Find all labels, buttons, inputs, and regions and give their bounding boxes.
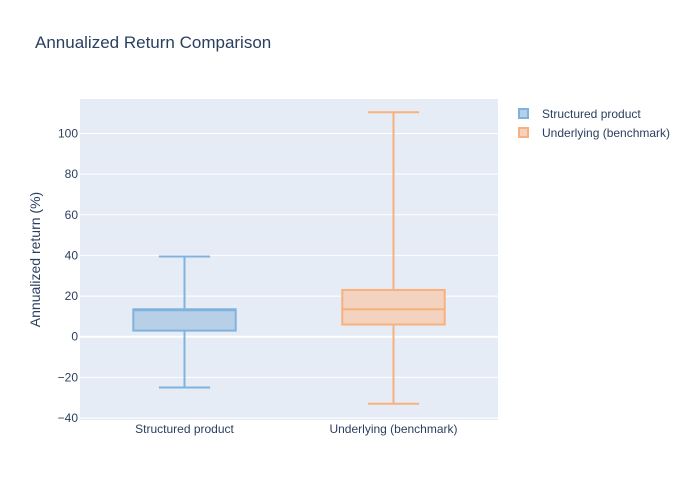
- legend-item-structured-product[interactable]: Structured product: [518, 104, 670, 123]
- legend: Structured product Underlying (benchmark…: [518, 104, 670, 142]
- y-axis-label: Annualized return (%): [27, 192, 43, 327]
- y-tick-label: 100: [58, 127, 78, 141]
- legend-swatch-underlying: [518, 127, 529, 138]
- legend-swatch-structured-product: [518, 108, 529, 119]
- legend-label-structured-product: Structured product: [542, 106, 641, 121]
- x-tick-labels: Structured product Underlying (benchmark): [135, 422, 457, 436]
- iqr-box: [132, 308, 237, 332]
- x-tick-label: Structured product: [135, 422, 234, 436]
- box-0[interactable]: [132, 255, 237, 389]
- legend-item-underlying[interactable]: Underlying (benchmark): [518, 123, 670, 142]
- y-tick-label: 80: [65, 167, 79, 181]
- legend-label-underlying: Underlying (benchmark): [542, 125, 671, 140]
- y-tick-labels: −40 −20 0 20 40 60 80 100: [58, 127, 79, 425]
- y-tick-label: 60: [65, 208, 79, 222]
- box-1[interactable]: [341, 111, 446, 405]
- plot-background: [80, 99, 498, 420]
- y-tick-label: 0: [71, 330, 78, 344]
- chart-title: Annualized Return Comparison: [35, 33, 272, 52]
- iqr-box: [341, 288, 446, 326]
- x-tick-label: Underlying (benchmark): [329, 422, 457, 436]
- y-tick-label: 40: [65, 248, 79, 262]
- box-series: [132, 111, 446, 405]
- y-tick-label: −40: [58, 411, 79, 425]
- y-tick-label: −20: [58, 370, 79, 384]
- y-tick-label: 20: [65, 289, 79, 303]
